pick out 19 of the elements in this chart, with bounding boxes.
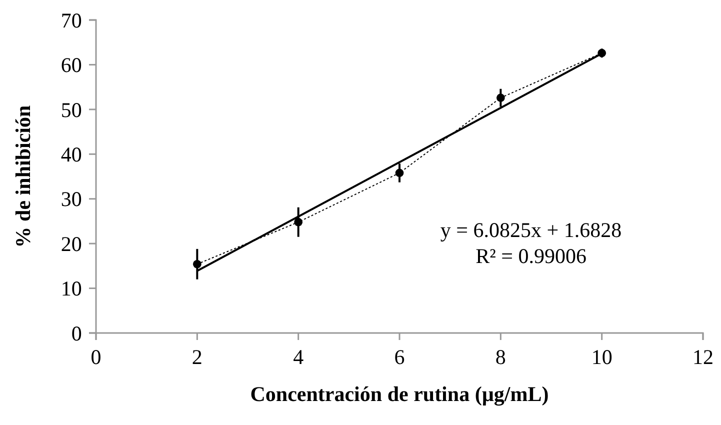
y-tick-label: 50 (60, 98, 82, 122)
x-tick-label: 12 (692, 345, 714, 369)
x-axis-title: Concentración de rutina (µg/mL) (250, 382, 549, 406)
x-tick-label: 4 (293, 345, 304, 369)
x-tick-label: 2 (192, 345, 202, 369)
x-tick-label: 6 (394, 345, 405, 369)
y-tick-label: 60 (60, 53, 82, 78)
y-tick-label: 20 (60, 232, 82, 256)
y-axis-title: % de inhibición (11, 105, 35, 248)
y-tick-label: 70 (60, 8, 82, 32)
y-tick-label: 30 (60, 187, 82, 212)
y-tick-label: 10 (60, 276, 82, 301)
annotation: R² = 0.99006 (476, 244, 586, 268)
y-tick-label: 0 (71, 321, 82, 346)
x-tick-label: 0 (90, 345, 102, 369)
x-tick-label: 10 (591, 345, 612, 369)
annotation: y = 6.0825x + 1.6828 (440, 218, 622, 242)
x-tick-label: 8 (495, 345, 506, 369)
y-tick-label: 40 (60, 142, 82, 166)
